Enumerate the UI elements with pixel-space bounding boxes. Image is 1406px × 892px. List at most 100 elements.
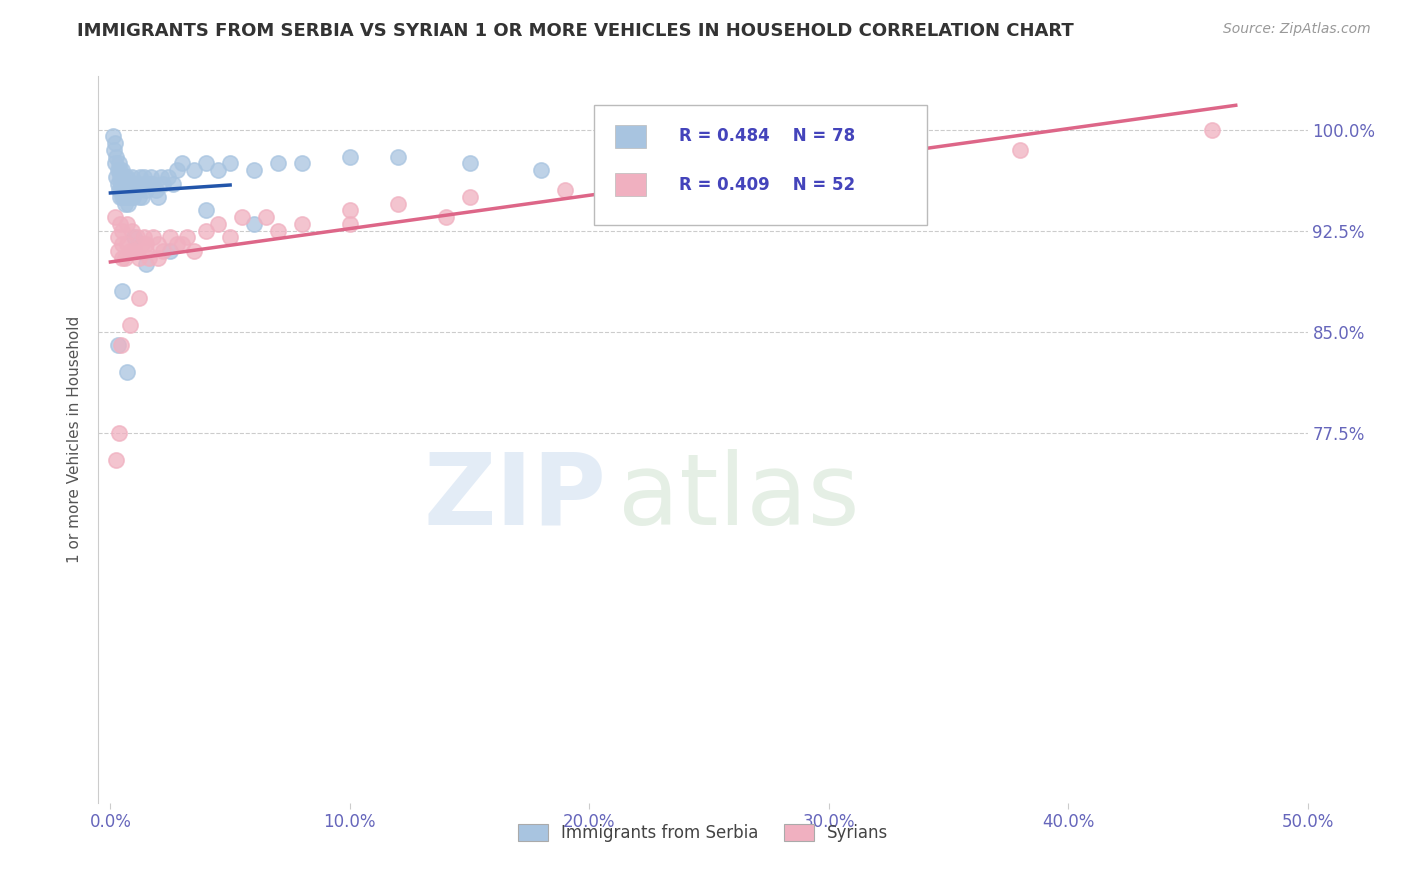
- Point: [1201, 122, 1223, 136]
- Point: [149, 169, 172, 184]
- Point: [132, 169, 155, 184]
- Point: [105, 150, 128, 164]
- Text: Source: ZipAtlas.com: Source: ZipAtlas.com: [1223, 22, 1371, 37]
- Point: [138, 177, 160, 191]
- Point: [132, 177, 155, 191]
- Point: [207, 163, 229, 178]
- Point: [110, 177, 132, 191]
- Point: [107, 338, 129, 352]
- Point: [121, 169, 143, 184]
- FancyBboxPatch shape: [595, 105, 927, 225]
- Text: atlas: atlas: [619, 449, 860, 546]
- Point: [152, 244, 174, 258]
- Point: [159, 230, 181, 244]
- Point: [115, 169, 138, 184]
- Point: [135, 237, 157, 252]
- Point: [554, 183, 576, 197]
- Point: [162, 177, 184, 191]
- Point: [124, 177, 146, 191]
- Point: [115, 183, 138, 197]
- Point: [107, 183, 129, 197]
- Point: [183, 244, 205, 258]
- Point: [148, 237, 170, 252]
- Point: [124, 244, 146, 258]
- Point: [128, 251, 150, 265]
- Point: [231, 210, 253, 224]
- Point: [118, 177, 141, 191]
- Point: [124, 183, 146, 197]
- Point: [125, 230, 148, 244]
- Text: IMMIGRANTS FROM SERBIA VS SYRIAN 1 OR MORE VEHICLES IN HOUSEHOLD CORRELATION CHA: IMMIGRANTS FROM SERBIA VS SYRIAN 1 OR MO…: [77, 22, 1074, 40]
- Point: [121, 224, 143, 238]
- Point: [138, 251, 160, 265]
- Point: [107, 177, 129, 191]
- Point: [111, 163, 134, 178]
- Point: [118, 190, 141, 204]
- Point: [139, 169, 162, 184]
- Point: [387, 150, 409, 164]
- Point: [107, 163, 129, 178]
- Point: [104, 156, 127, 170]
- Point: [458, 190, 481, 204]
- Point: [108, 169, 131, 184]
- Point: [673, 169, 696, 184]
- Point: [107, 244, 129, 258]
- Point: [142, 230, 165, 244]
- Point: [104, 210, 127, 224]
- Point: [195, 203, 218, 218]
- Point: [131, 190, 153, 204]
- Point: [114, 196, 136, 211]
- Point: [118, 244, 141, 258]
- Point: [111, 190, 134, 204]
- Point: [124, 183, 146, 197]
- Point: [117, 196, 139, 211]
- Point: [128, 190, 150, 204]
- Point: [159, 244, 181, 258]
- Point: [110, 183, 132, 197]
- Point: [110, 338, 132, 352]
- Point: [135, 244, 157, 258]
- Point: [172, 237, 194, 252]
- Point: [117, 183, 139, 197]
- Point: [195, 156, 218, 170]
- Point: [112, 190, 135, 204]
- Legend: Immigrants from Serbia, Syrians: Immigrants from Serbia, Syrians: [512, 817, 894, 849]
- Point: [114, 169, 136, 184]
- Point: [817, 163, 839, 178]
- Point: [111, 251, 134, 265]
- Point: [530, 163, 553, 178]
- Point: [118, 318, 141, 332]
- Point: [207, 217, 229, 231]
- Point: [115, 237, 138, 252]
- Point: [108, 190, 131, 204]
- Point: [148, 190, 170, 204]
- Point: [145, 183, 167, 197]
- Bar: [614, 173, 645, 196]
- Point: [195, 224, 218, 238]
- Point: [745, 150, 768, 164]
- Point: [434, 210, 457, 224]
- Point: [111, 224, 134, 238]
- Point: [148, 251, 170, 265]
- Point: [172, 156, 194, 170]
- Text: ZIP: ZIP: [423, 449, 606, 546]
- Point: [111, 237, 134, 252]
- Point: [103, 143, 125, 157]
- Point: [156, 169, 179, 184]
- Bar: [614, 125, 645, 148]
- Point: [127, 183, 149, 197]
- Point: [115, 177, 138, 191]
- Point: [135, 257, 157, 271]
- Point: [124, 230, 146, 244]
- Point: [120, 183, 142, 197]
- Point: [124, 244, 146, 258]
- Point: [1010, 143, 1032, 157]
- Point: [166, 163, 188, 178]
- Point: [122, 190, 145, 204]
- Point: [142, 177, 165, 191]
- Point: [101, 129, 124, 144]
- Point: [291, 156, 314, 170]
- Point: [219, 230, 242, 244]
- Point: [267, 224, 290, 238]
- Point: [458, 156, 481, 170]
